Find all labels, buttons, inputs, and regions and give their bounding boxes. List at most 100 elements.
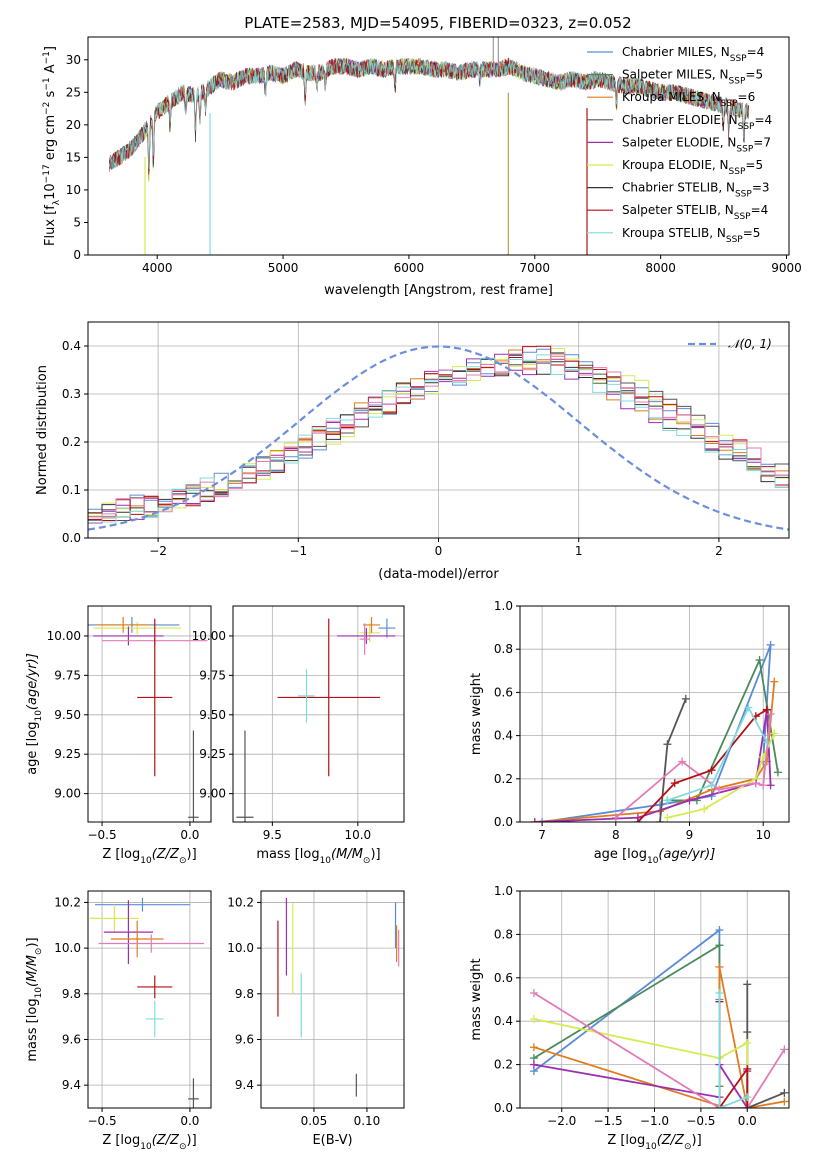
legend-entry-part: =4 xyxy=(754,113,772,127)
y-axis-label-part: −2 xyxy=(42,102,52,115)
errorbar-point xyxy=(93,626,164,646)
y-tick-label: 9.8 xyxy=(235,987,254,1001)
y-axis-label-part: (M/M xyxy=(25,955,40,987)
x-axis-label-part: )] xyxy=(692,1133,702,1148)
y-axis-label-part: mass [log xyxy=(25,998,40,1061)
x-tick-label: 8 xyxy=(612,828,620,842)
x-tick-label: 9000 xyxy=(771,261,802,275)
legend-entry-part: =4 xyxy=(751,203,769,217)
spectrum-panel: 4000 5000 6000 7000 8000 9000 0 5 10 15 20 25 30 wave… xyxy=(42,36,802,298)
y-tick-label: 9.6 xyxy=(62,1032,81,1046)
y-tick-label: 0.4 xyxy=(494,1014,513,1028)
x-tick-label: 0.05 xyxy=(301,1114,328,1128)
y-axis-label-part: ] xyxy=(43,46,58,51)
grid-lines xyxy=(261,891,404,1108)
y-tick-label: 0.2 xyxy=(62,435,81,449)
y-axis-label-part: 10 xyxy=(34,987,44,999)
grid-lines xyxy=(88,606,211,822)
legend-entry: Kroupa ELODIE, NSSP=5 xyxy=(622,158,763,177)
x-tick-label: 0.10 xyxy=(354,1114,381,1128)
y-axis-label-part: Flux [f xyxy=(43,205,58,246)
errorbar-point xyxy=(337,628,396,644)
x-axis-label-part: (Z/Z xyxy=(657,1133,685,1148)
errorbar-point xyxy=(89,904,139,933)
axes-frame xyxy=(87,605,212,823)
y-tick-label: 9.50 xyxy=(199,708,226,722)
axes-frame xyxy=(232,605,405,823)
legend-entry-part: =5 xyxy=(745,68,763,82)
y-tick-label: 0.4 xyxy=(62,339,81,353)
y-axis-label-part: 10 xyxy=(43,183,58,200)
x-axis-label: (data-model)/error xyxy=(378,567,499,582)
y-tick-label: 10 xyxy=(66,183,81,197)
plot-area xyxy=(530,640,782,822)
legend-entry-part: Kroupa MILES, N xyxy=(622,90,721,104)
x-axis-label-part: age [log xyxy=(594,847,647,862)
y-tick-label: 0.0 xyxy=(494,1101,513,1115)
gaussian-curve xyxy=(88,345,789,531)
x-axis-label-part: ⊙ xyxy=(363,856,371,866)
y-tick-label: 9.4 xyxy=(62,1078,81,1092)
y-axis-label: Normed distribution xyxy=(35,365,50,495)
y-axis-label-part: s xyxy=(43,90,58,101)
y-tick-label: 9.8 xyxy=(62,987,81,1001)
x-axis-label-part: Z [log xyxy=(102,1133,140,1148)
y-axis-label-part: ⊙ xyxy=(34,948,44,956)
legend-entry-part: SSP xyxy=(726,235,743,245)
x-axis-label: mass [log10(M/M⊙)] xyxy=(256,847,380,866)
legend-entry-part: SSP xyxy=(729,167,746,177)
y-tick-label: 0.0 xyxy=(494,815,513,829)
y-tick-label: 0.2 xyxy=(494,772,513,786)
x-tick-label: 10.0 xyxy=(344,828,371,842)
y-axis-label-part: −1 xyxy=(42,77,52,90)
y-tick-label: 1.0 xyxy=(494,599,513,613)
y-tick-label: 0.6 xyxy=(494,685,513,699)
x-axis-label-part: 10 xyxy=(645,1142,657,1152)
y-axis-label-part: (age/yr)] xyxy=(25,653,40,710)
y-tick-label: 9.00 xyxy=(54,787,81,801)
x-tick-label: −1.5 xyxy=(594,1114,623,1128)
legend-entry-part: Chabrier ELODIE, N xyxy=(622,113,738,127)
y-tick-label: 0.1 xyxy=(62,483,81,497)
x-tick-label: 10 xyxy=(756,828,771,842)
weight-series xyxy=(611,710,775,822)
x-axis-label-part: (M/M xyxy=(331,847,363,862)
legend-entry-part: Salpeter STELIB, N xyxy=(622,203,734,217)
errorbar-point xyxy=(378,618,396,638)
y-axis-label-part: −17 xyxy=(42,164,52,183)
axes-frame xyxy=(87,890,212,1109)
x-axis-label-part: )] xyxy=(187,1133,197,1148)
legend-entry: Salpeter STELIB, NSSP=4 xyxy=(622,203,768,222)
legend-entry-part: Kroupa ELODIE, N xyxy=(622,158,729,172)
x-tick-label: 0 xyxy=(435,544,443,558)
y-axis-label-part: −1 xyxy=(42,51,52,64)
spectrum-line xyxy=(109,57,749,175)
y-tick-label: 10.2 xyxy=(54,895,81,909)
y-tick-label: 0.4 xyxy=(494,729,513,743)
x-tick-label: −0.5 xyxy=(686,1114,715,1128)
x-axis-label-part: mass [log xyxy=(256,847,319,862)
residual-histogram-panel: −2 −1 0 1 2 0.0 0.1 0.2 0.3 0.4 (data-model)/error… xyxy=(35,321,790,582)
y-tick-label: 0 xyxy=(73,248,81,262)
x-axis-label: Z [log10(Z/Z⊙)] xyxy=(102,1133,196,1152)
x-axis-label-part: (Z/Z xyxy=(152,1133,180,1148)
errorbar-point xyxy=(96,617,150,633)
x-tick-label: 6000 xyxy=(394,261,425,275)
axes-frame xyxy=(519,890,790,1109)
errorbar-point xyxy=(95,897,190,912)
x-tick-label: 7000 xyxy=(520,261,551,275)
x-axis-label-part: 10 xyxy=(320,856,332,866)
plot-area xyxy=(89,897,204,1108)
y-axis-label-part: 10 xyxy=(34,710,44,722)
grid-lines xyxy=(88,891,211,1108)
errorbar-point xyxy=(188,730,199,822)
y-tick-label: 10.0 xyxy=(227,941,254,955)
y-tick-label: 9.75 xyxy=(199,668,226,682)
x-axis-label-part: Z [log xyxy=(607,1133,645,1148)
x-tick-label: −1.0 xyxy=(640,1114,669,1128)
y-axis-label-part: A xyxy=(43,64,58,77)
